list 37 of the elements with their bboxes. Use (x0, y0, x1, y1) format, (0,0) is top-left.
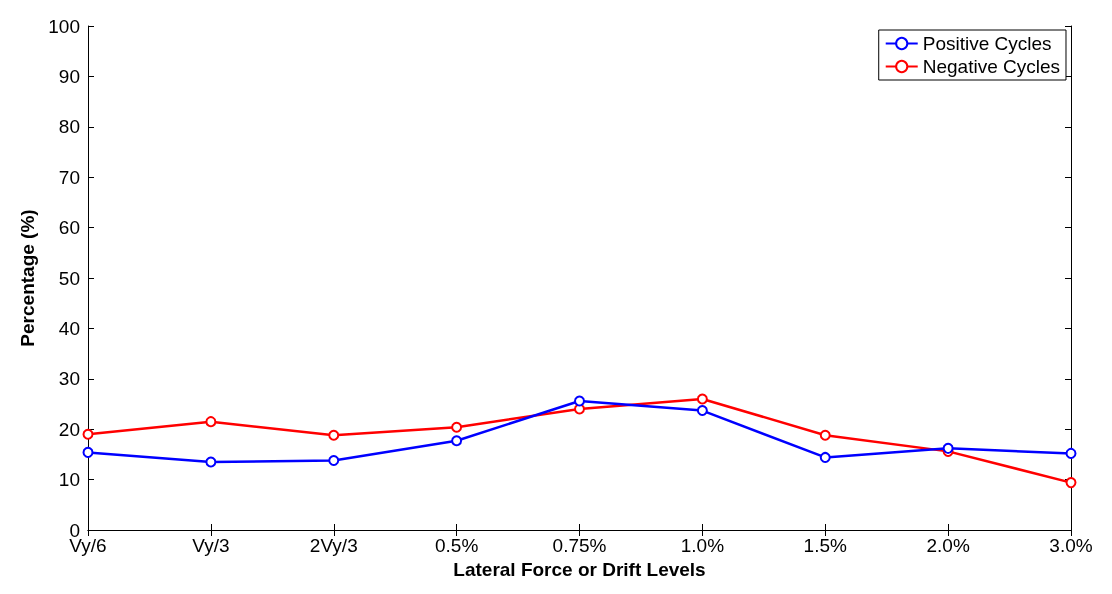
x-tick-label: 2.0% (926, 535, 970, 556)
y-tick-label: 20 (58, 418, 80, 440)
point (82, 446, 94, 458)
point (1065, 477, 1077, 489)
y-tick-label: 30 (58, 368, 80, 390)
point (205, 456, 217, 468)
x-tick-label: Vy/3 (192, 535, 230, 556)
y-axis-title: Percentage (%) (17, 209, 39, 347)
x-tick-label: 0.5% (434, 535, 479, 556)
point (819, 451, 831, 463)
y-tick-label: 80 (58, 116, 80, 138)
y-tick-label: 100 (48, 15, 80, 37)
point (696, 405, 708, 417)
point (1065, 447, 1077, 459)
legend-label: Positive Cycles (922, 33, 1052, 54)
y-tick-label: 70 (58, 166, 80, 188)
x-tick-label: 0.75% (552, 535, 607, 556)
x-tick-label: 2Vy/3 (309, 535, 358, 556)
point (451, 435, 463, 447)
point (205, 416, 217, 428)
point (82, 428, 94, 440)
y-tick-label: 40 (58, 317, 80, 339)
y-tick-label: 50 (58, 267, 80, 289)
point (328, 454, 340, 466)
x-tick-label: 1.5% (803, 535, 848, 556)
point (819, 429, 831, 441)
point (574, 395, 585, 407)
x-axis-title: Lateral Force or Drift Levels (453, 558, 706, 580)
y-tick-label: 10 (58, 469, 80, 491)
legend-label: Negative Cycles (922, 56, 1060, 77)
x-tick-label: 1.0% (680, 535, 725, 556)
x-tick-label: 3.0% (1049, 535, 1093, 556)
point (451, 421, 463, 433)
y-tick-label: 60 (58, 217, 80, 239)
y-tick-label: 90 (58, 65, 80, 87)
point (696, 393, 708, 405)
point (328, 429, 340, 441)
